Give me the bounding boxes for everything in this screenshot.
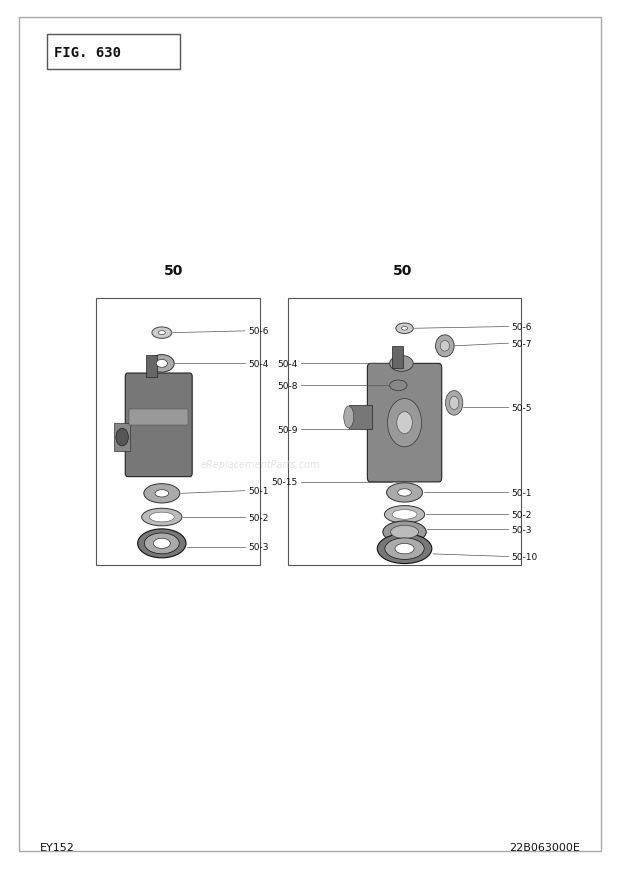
FancyBboxPatch shape <box>367 364 441 482</box>
Ellipse shape <box>156 360 167 368</box>
Text: 50: 50 <box>164 264 184 278</box>
Bar <box>114 424 130 452</box>
Text: 50-2: 50-2 <box>248 513 268 522</box>
Text: 50-1: 50-1 <box>248 487 268 496</box>
Text: 50-9: 50-9 <box>277 425 298 434</box>
Text: eReplacementParts.com: eReplacementParts.com <box>201 460 320 470</box>
Text: 50-5: 50-5 <box>512 403 532 412</box>
Ellipse shape <box>383 521 427 544</box>
Ellipse shape <box>387 483 423 503</box>
Ellipse shape <box>153 538 170 549</box>
Text: 50-4: 50-4 <box>277 360 298 368</box>
Ellipse shape <box>152 328 172 339</box>
Ellipse shape <box>397 412 412 434</box>
Ellipse shape <box>378 534 432 564</box>
Ellipse shape <box>435 336 454 358</box>
Ellipse shape <box>390 356 413 372</box>
Text: 50-1: 50-1 <box>512 488 532 497</box>
Text: FIG. 630: FIG. 630 <box>54 46 121 60</box>
Ellipse shape <box>402 327 407 331</box>
Text: 50-2: 50-2 <box>512 510 532 519</box>
FancyBboxPatch shape <box>125 374 192 477</box>
Ellipse shape <box>116 429 128 446</box>
Ellipse shape <box>138 529 186 559</box>
Text: 50-6: 50-6 <box>248 327 268 336</box>
Text: 50-10: 50-10 <box>512 553 538 561</box>
Text: 50-6: 50-6 <box>512 323 532 332</box>
Bar <box>288 298 521 566</box>
Ellipse shape <box>395 544 414 554</box>
Ellipse shape <box>343 406 353 429</box>
Bar <box>146 355 157 377</box>
Text: 50-3: 50-3 <box>248 543 268 552</box>
Ellipse shape <box>450 397 459 410</box>
Ellipse shape <box>440 341 450 352</box>
Bar <box>46 35 180 70</box>
Ellipse shape <box>390 381 407 391</box>
Ellipse shape <box>144 533 179 554</box>
Bar <box>348 405 372 430</box>
Ellipse shape <box>388 399 422 447</box>
Ellipse shape <box>385 538 424 560</box>
Text: EY152: EY152 <box>40 843 75 852</box>
Ellipse shape <box>384 506 425 524</box>
Bar <box>129 410 188 425</box>
Ellipse shape <box>391 526 419 538</box>
Ellipse shape <box>392 510 417 519</box>
Ellipse shape <box>396 324 414 334</box>
Ellipse shape <box>149 512 174 523</box>
Text: 22B063000E: 22B063000E <box>509 843 580 852</box>
Ellipse shape <box>144 484 180 503</box>
Ellipse shape <box>149 355 174 373</box>
Text: 50-7: 50-7 <box>512 339 532 348</box>
Ellipse shape <box>155 490 169 497</box>
Ellipse shape <box>158 332 166 335</box>
Ellipse shape <box>141 509 182 526</box>
Bar <box>96 298 260 566</box>
Text: 50-3: 50-3 <box>512 525 532 534</box>
Text: 50-15: 50-15 <box>272 478 298 487</box>
Text: 50-4: 50-4 <box>248 360 268 368</box>
Text: 50: 50 <box>393 264 413 278</box>
Bar <box>392 346 404 368</box>
Ellipse shape <box>397 489 412 496</box>
Text: 50-8: 50-8 <box>277 381 298 390</box>
Ellipse shape <box>445 391 463 416</box>
